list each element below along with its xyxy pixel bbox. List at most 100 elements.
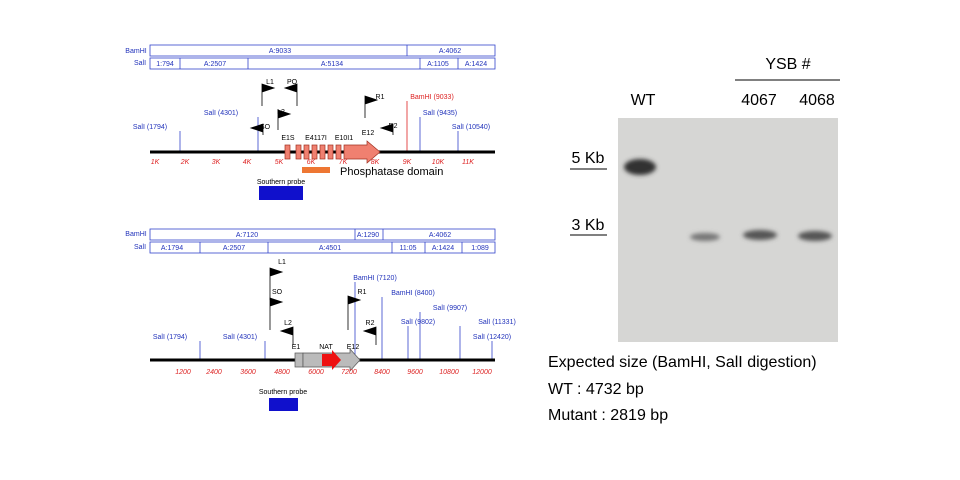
axis-label: 10800	[439, 369, 459, 376]
axis-label: 1K	[151, 159, 160, 166]
site-label: SalI (4301)	[204, 110, 238, 117]
fragment-label: A:5134	[321, 61, 343, 68]
primer-arrow	[277, 109, 292, 130]
notes-title: Expected size (BamHI, SalI digestion)	[548, 354, 817, 371]
site-label: BamHI (7120)	[353, 275, 397, 282]
exon-label: E4117I	[305, 135, 327, 142]
exon-label: E1	[292, 344, 301, 351]
exon-label: E12	[362, 130, 375, 137]
axis-label: 2400	[205, 369, 222, 376]
bottom-map-frame	[149, 228, 496, 360]
axis-label: 3600	[240, 369, 256, 376]
southern-probe	[259, 186, 303, 200]
fragment-label: A:1290	[357, 232, 379, 239]
lane-label: WT	[631, 92, 656, 109]
site-label: SalI (9907)	[433, 305, 467, 312]
row-label: SalI	[134, 60, 146, 67]
site-label: SalI (12420)	[473, 334, 511, 341]
primer-label: PO	[287, 79, 298, 86]
lane-label: 4068	[799, 92, 835, 109]
primer-label: SO	[260, 124, 271, 131]
axis-label: 11K	[462, 159, 474, 166]
southern-probe	[269, 398, 298, 411]
primer-arrow	[362, 326, 377, 345]
marker-label: 5 Kb	[572, 150, 605, 167]
axis-label: 8400	[374, 369, 390, 376]
primer-arrow	[249, 123, 264, 135]
exon-label: E10I1	[335, 135, 353, 142]
axis-label: 1200	[175, 369, 191, 376]
fragment-label: A:4501	[319, 245, 341, 252]
axis-label: 12000	[472, 369, 492, 376]
axis-label: 4K	[243, 159, 252, 166]
primer-label: L1	[266, 79, 274, 86]
fragment-label: A:1424	[465, 61, 487, 68]
primer-label: SO	[272, 289, 283, 296]
primer-label: R1	[358, 289, 367, 296]
axis-label: 2K	[180, 159, 190, 166]
site-label: SalI (1794)	[153, 334, 187, 341]
fragment-label: A:9033	[269, 48, 291, 55]
fragment-label: A:1794	[161, 245, 183, 252]
fragment-label: A:2507	[204, 61, 226, 68]
row-label: SalI	[134, 244, 146, 251]
fragment-label: A:7120	[236, 232, 258, 239]
primer-label: L2	[277, 109, 285, 116]
fragment-label: A:1105	[427, 61, 449, 68]
axis-label: 6000	[308, 369, 324, 376]
notes-line: WT : 4732 bp	[548, 381, 644, 398]
fragment-label: 1:089	[471, 245, 489, 252]
primer-arrow	[283, 83, 298, 106]
phosphatase-domain	[302, 167, 330, 173]
primer-label: L2	[284, 320, 292, 327]
lane-label: 4067	[741, 92, 777, 109]
marker-label: 3 Kb	[572, 217, 605, 234]
site-label: BamHI (8400)	[391, 290, 435, 297]
fragment-label: A:1424	[432, 245, 454, 252]
bottom-gene	[294, 348, 361, 372]
axis-label: 5K	[275, 159, 284, 166]
axis-label: 4800	[274, 369, 290, 376]
axis-label: 7200	[341, 369, 357, 376]
primer-arrow	[279, 326, 294, 345]
exon-label: E12	[347, 344, 360, 351]
blot-image	[618, 118, 838, 342]
fragment-label: A:4062	[439, 48, 461, 55]
primer-arrow	[364, 95, 379, 118]
axis-label: 9K	[403, 159, 412, 166]
axis-label: 6K	[307, 159, 316, 166]
site-label: SalI (11331)	[478, 319, 516, 326]
probe-label: Southern probe	[259, 389, 307, 396]
fragment-label: 1:794	[156, 61, 174, 68]
primer-arrow	[269, 267, 284, 300]
group-label: YSB #	[765, 56, 810, 73]
exon-label: E1S	[281, 135, 295, 142]
fragment-label: 11:05	[400, 245, 417, 252]
primer-label: R1	[376, 94, 385, 101]
axis-label: 10K	[432, 159, 445, 166]
top-map-frame	[149, 44, 496, 152]
site-label: SalI (10540)	[452, 124, 490, 131]
domain-label: Phosphatase domain	[340, 166, 443, 178]
fragment-label: A:2507	[223, 245, 245, 252]
site-label: SalI (4301)	[223, 334, 257, 341]
blot-bands	[624, 159, 832, 241]
site-label: SalI (9435)	[423, 110, 457, 117]
site-label: SalI (1794)	[133, 124, 167, 131]
primer-arrow	[269, 297, 284, 330]
top-gene	[284, 140, 381, 164]
primer-label: R2	[389, 123, 398, 130]
site-label: BamHI (9033)	[410, 94, 454, 101]
row-label: BamHI	[125, 48, 146, 55]
primer-label: L1	[278, 259, 286, 266]
axis-label: 8K	[371, 159, 380, 166]
primer-arrow	[347, 295, 362, 330]
primer-arrow	[261, 83, 276, 106]
axis-label: 7K	[339, 159, 348, 166]
axis-label: 3K	[212, 159, 221, 166]
notes-line: Mutant : 2819 bp	[548, 407, 668, 424]
primer-label: R2	[366, 320, 375, 327]
probe-label: Southern probe	[257, 179, 305, 186]
fragment-label: A:4062	[429, 232, 451, 239]
